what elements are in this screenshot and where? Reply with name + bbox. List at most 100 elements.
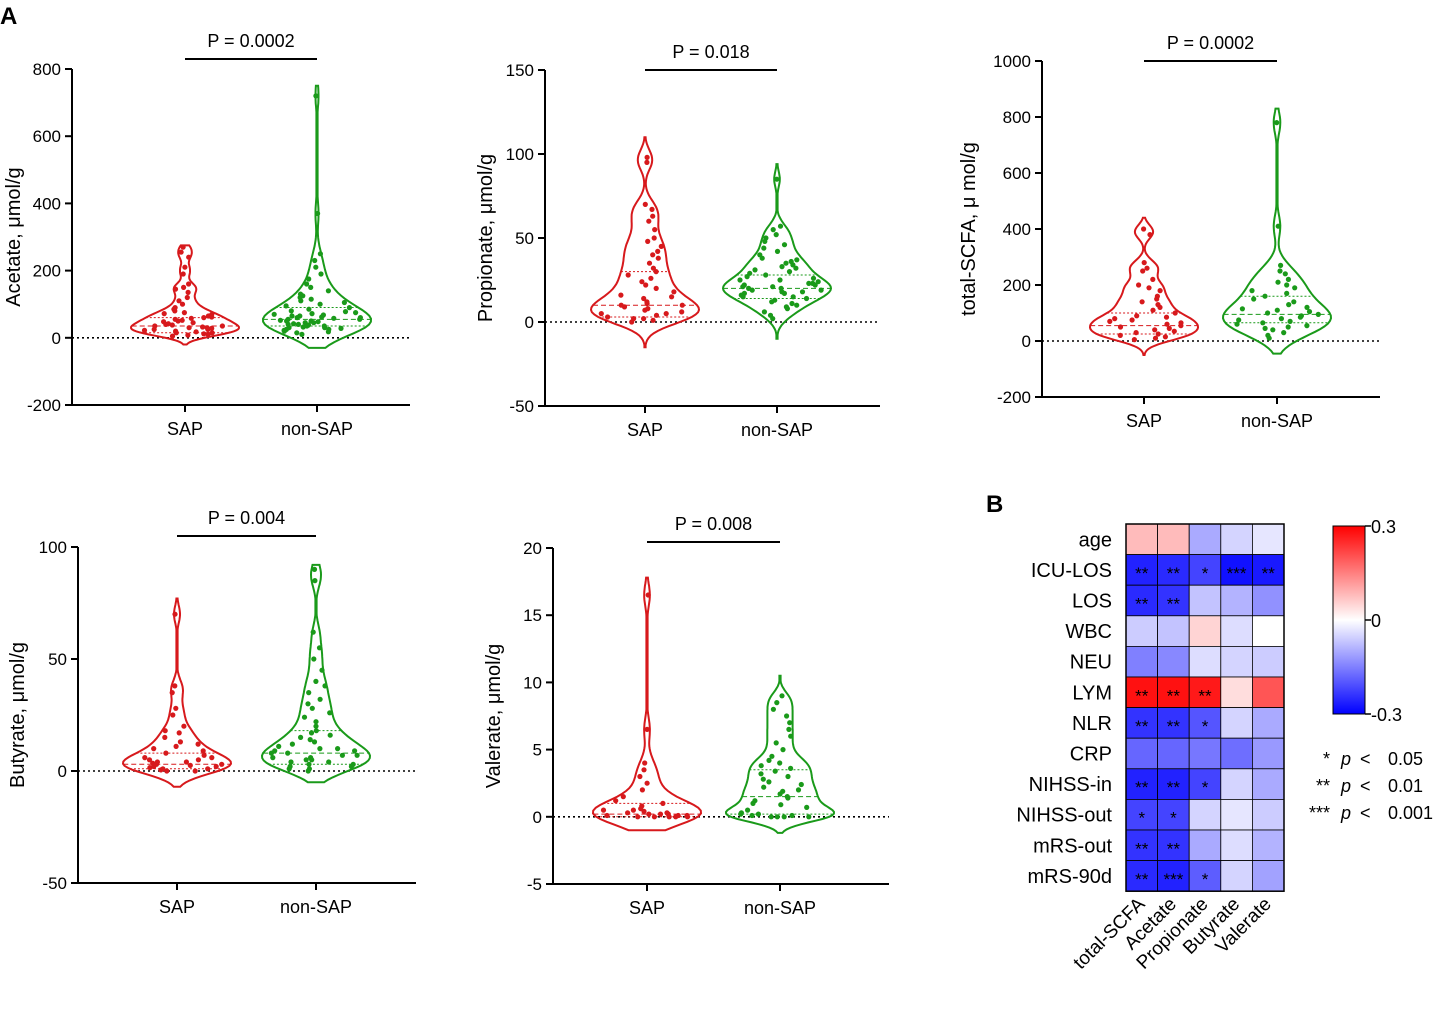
data-point <box>773 232 779 238</box>
data-point <box>646 218 652 224</box>
heatmap-row-label: mRS-90d <box>1028 866 1112 888</box>
violin-outline <box>129 244 241 346</box>
data-point <box>294 330 300 336</box>
heatmap-row-label: WBC <box>1065 621 1112 643</box>
data-point <box>287 763 293 770</box>
data-point <box>160 766 166 772</box>
data-point <box>1270 327 1276 333</box>
significance-stars: * <box>1202 870 1209 889</box>
data-point <box>639 803 645 809</box>
data-point <box>777 223 784 229</box>
heatmap-cell <box>1157 523 1190 556</box>
violin-chart-4: -50 0 50 100 SAP non-SAP Butyrate, μmol/g P = 0… <box>7 508 416 917</box>
violin-sap <box>129 244 241 346</box>
data-point <box>193 329 199 335</box>
data-point <box>308 284 314 290</box>
data-point <box>195 757 201 763</box>
data-point <box>684 812 690 819</box>
data-point <box>1304 323 1310 329</box>
y-tick-label: -50 <box>42 874 67 893</box>
heatmap-row-label: CRP <box>1070 744 1112 766</box>
data-point <box>1285 276 1291 282</box>
data-point <box>306 761 312 767</box>
data-point <box>152 323 158 329</box>
data-point <box>271 311 277 317</box>
data-point <box>219 761 225 767</box>
data-point <box>327 710 333 716</box>
data-point <box>312 578 318 584</box>
data-point <box>298 734 304 741</box>
data-point <box>161 311 167 317</box>
legend-p-symbol: p <box>1340 749 1351 769</box>
data-point <box>190 320 196 326</box>
significance-stars: * <box>1202 778 1209 797</box>
data-point <box>648 275 654 281</box>
data-point <box>177 739 183 745</box>
heatmap-row-label: NEU <box>1070 652 1112 674</box>
data-point <box>657 811 664 817</box>
violin-non-sap <box>260 563 372 784</box>
data-point <box>639 279 645 285</box>
data-point <box>780 788 786 794</box>
data-point <box>625 810 631 816</box>
data-point <box>779 693 785 699</box>
data-point <box>645 592 651 598</box>
y-tick-label: 0 <box>533 808 542 827</box>
violin-sap <box>121 597 233 788</box>
data-point <box>309 705 315 711</box>
y-tick-label: 0 <box>1022 332 1031 351</box>
violin-outline <box>121 597 233 788</box>
heatmap-cell <box>1252 860 1285 892</box>
data-point <box>179 317 185 323</box>
data-point <box>317 746 323 752</box>
heatmap-cell <box>1220 860 1253 892</box>
data-point <box>645 238 651 244</box>
data-point <box>1265 310 1271 316</box>
data-point <box>788 765 794 772</box>
data-point <box>142 755 148 761</box>
data-point <box>1285 324 1291 330</box>
data-point <box>741 290 748 296</box>
data-point <box>637 773 643 780</box>
data-point <box>644 159 650 165</box>
heatmap-cell <box>1252 646 1285 678</box>
data-point <box>205 331 211 337</box>
data-point <box>1281 330 1287 336</box>
data-point <box>788 733 794 739</box>
data-point <box>185 332 191 338</box>
heatmap-row-label: ICU-LOS <box>1031 560 1112 582</box>
heatmap-cell <box>1252 554 1285 586</box>
data-point <box>1275 279 1281 285</box>
data-point <box>774 248 781 254</box>
data-point <box>357 315 363 321</box>
data-point <box>170 712 176 718</box>
data-point <box>169 333 176 339</box>
y-tick-label: 400 <box>33 194 61 213</box>
significance-stars: * <box>1202 717 1209 736</box>
data-point <box>784 794 790 800</box>
data-point <box>745 807 751 813</box>
heatmap-cell <box>1125 646 1159 678</box>
data-point <box>305 701 311 707</box>
p-value-label: P = 0.018 <box>672 42 749 62</box>
data-point <box>787 720 793 726</box>
data-point <box>306 276 312 282</box>
data-point <box>283 303 289 309</box>
significance-stars: ** <box>1167 564 1181 583</box>
legend-threshold: 0.01 <box>1388 776 1423 796</box>
data-point <box>766 779 772 785</box>
data-point <box>297 291 304 297</box>
data-point <box>184 294 190 301</box>
y-axis-label: Valerate, μmol/g <box>483 644 505 789</box>
data-point <box>209 311 215 317</box>
data-point <box>331 315 337 321</box>
data-point <box>299 331 305 337</box>
panel-label-b: B <box>986 491 1003 518</box>
data-point <box>642 201 648 207</box>
data-point <box>1131 337 1137 343</box>
data-point <box>1134 313 1140 319</box>
data-point <box>630 807 637 813</box>
x-category-label: non-SAP <box>281 419 353 439</box>
violin-outline <box>261 84 373 349</box>
